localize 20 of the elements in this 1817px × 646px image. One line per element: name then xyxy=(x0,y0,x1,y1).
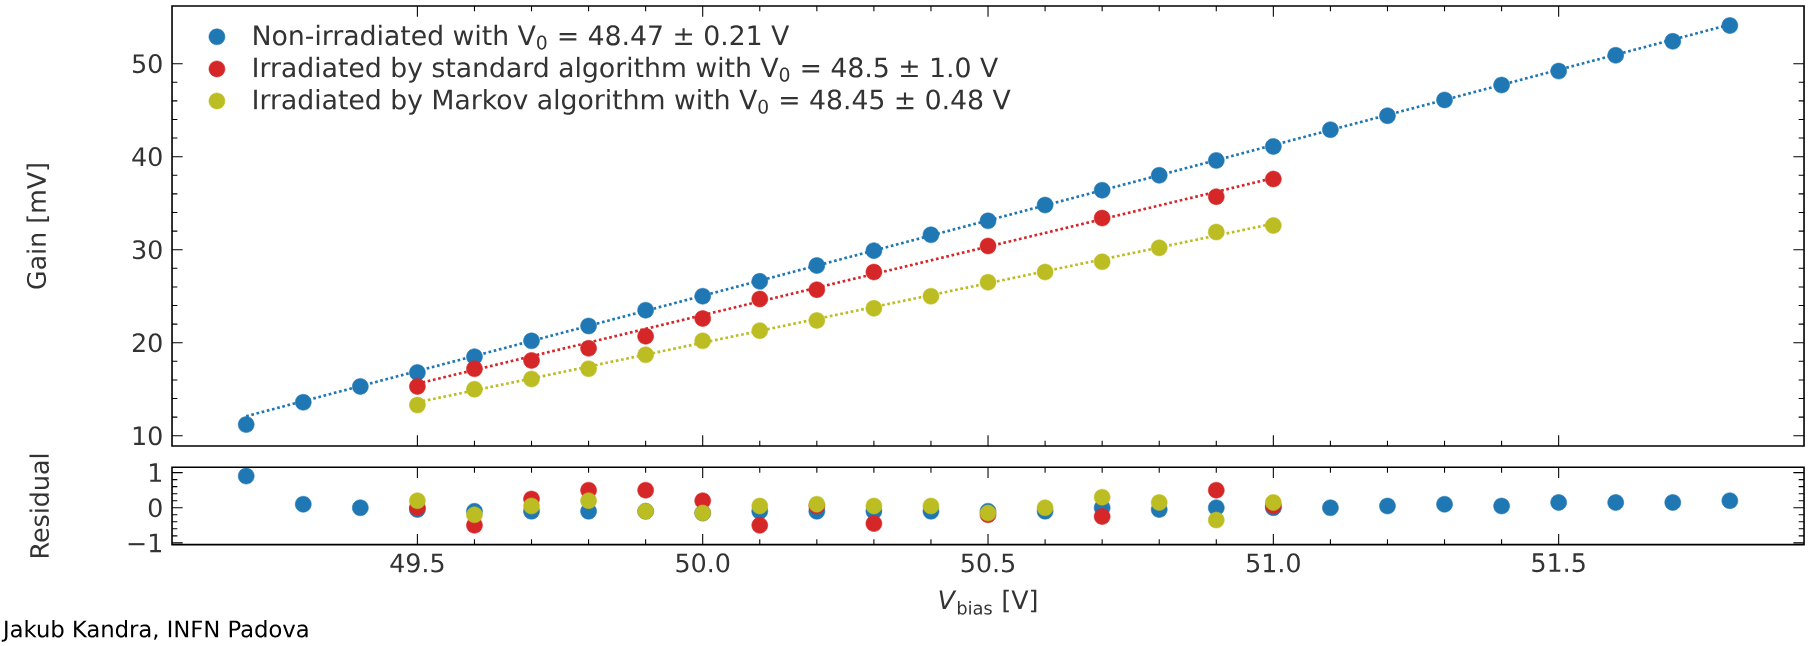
x-tick-label: 49.5 xyxy=(390,553,444,573)
y-tick-label: 1 xyxy=(149,463,161,482)
y-tick-label: 20 xyxy=(132,333,162,353)
legend-label: Irradiated by Markov algorithm with V$_{0}$ = 48.45 ± 0.48 V xyxy=(254,88,1011,115)
x-axis-title: V$_{bias}$ [V] xyxy=(939,589,1037,615)
x-tick-label: 50.0 xyxy=(676,553,730,573)
y-axis-title: Gain [mV] xyxy=(26,164,50,289)
x-tick-label: 51.5 xyxy=(1532,553,1585,573)
text: Jakub Kandra, INFN Padova xyxy=(1,619,308,642)
x-tick-label: 51.0 xyxy=(1247,553,1300,573)
y-tick-label: 0 xyxy=(148,498,162,518)
legend-label: Irradiated by standard algorithm with V$_{0}$ = 48.5 ± 1.0 V xyxy=(254,56,998,83)
y-tick-label: 50 xyxy=(133,54,162,74)
y-tick-label: 30 xyxy=(133,240,162,260)
x-tick-label: 50.5 xyxy=(961,553,1014,573)
y-tick-label: 40 xyxy=(132,147,162,167)
legend-label: Non-irradiated with V$_{0}$ = 48.47 ± 0.21 V xyxy=(254,24,790,50)
y-axis-title: Residual xyxy=(29,454,50,557)
y-tick-label: −1 xyxy=(128,533,161,553)
y-tick-label: 10 xyxy=(133,426,162,446)
